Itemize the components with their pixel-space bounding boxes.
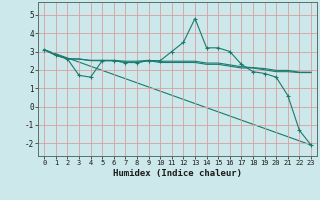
X-axis label: Humidex (Indice chaleur): Humidex (Indice chaleur): [113, 169, 242, 178]
